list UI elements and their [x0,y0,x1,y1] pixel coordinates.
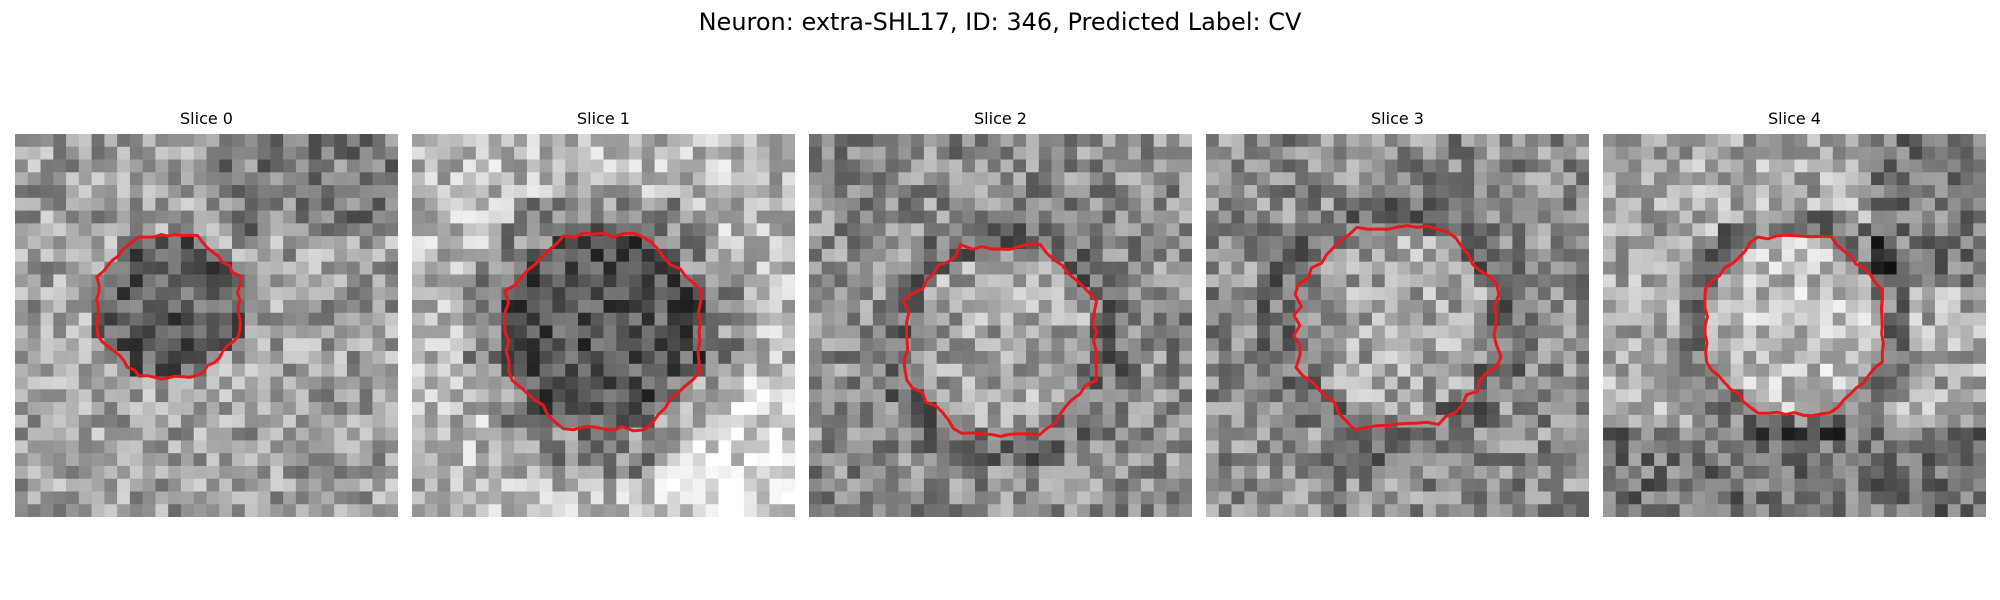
cell-contour [502,231,703,433]
slice-title-4: Slice 4 [1768,109,1821,128]
pixel-grid [809,134,1192,517]
slice-title-2: Slice 2 [974,109,1027,128]
cell-contour [1703,233,1885,418]
slice-image-0 [15,134,398,517]
cell-contour [901,242,1099,438]
slice-image-4 [1603,134,1986,517]
slice-title-3: Slice 3 [1371,109,1424,128]
slice-image-2 [809,134,1192,517]
pixel-grid [1603,134,1986,517]
slice-panel-0: Slice 0 [15,108,398,517]
pixel-grid [412,134,795,517]
slice-title-1: Slice 1 [577,109,630,128]
slice-panel-1: Slice 1 [412,108,795,517]
slice-image-1 [412,134,795,517]
pixel-grid [1206,134,1589,517]
slice-panel-2: Slice 2 [809,108,1192,517]
figure-title: Neuron: extra-SHL17, ID: 346, Predicted … [698,8,1302,36]
cell-contour [95,232,243,381]
cell-contour [1291,224,1503,432]
pixel-grid [15,134,398,517]
slice-title-0: Slice 0 [180,109,233,128]
slice-panel-4: Slice 4 [1603,108,1986,517]
slice-panel-3: Slice 3 [1206,108,1589,517]
slice-image-3 [1206,134,1589,517]
